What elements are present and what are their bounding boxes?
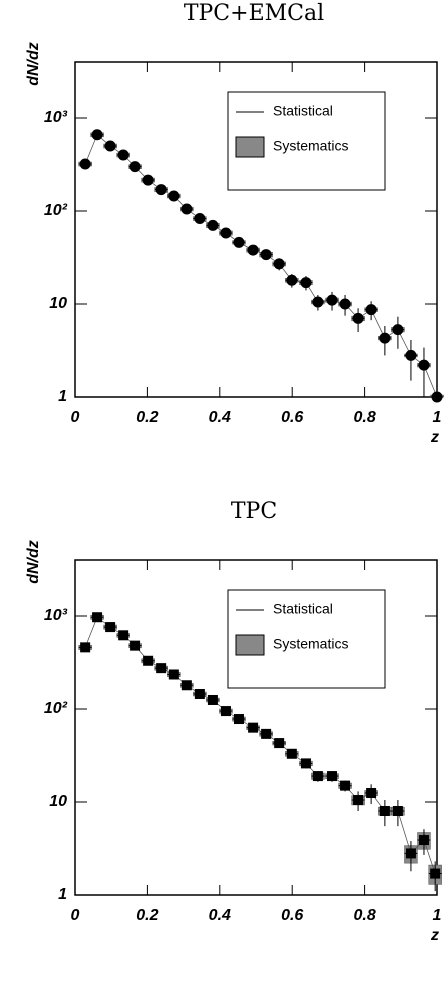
marker [155,184,167,196]
marker [430,868,441,879]
y-tick-label: 10³ [44,607,68,624]
marker [142,174,154,186]
x-tick-label: 0.2 [136,409,158,426]
x-tick-label: 0.8 [353,409,375,426]
marker [392,806,403,817]
marker [418,835,429,846]
x-tick-label: 0.4 [209,409,231,426]
x-tick-label: 0 [71,907,80,924]
marker [379,806,390,817]
marker [130,640,141,651]
marker [168,669,179,680]
marker [80,642,91,653]
marker [194,688,205,699]
marker [312,296,324,308]
marker [326,294,338,306]
legend-label: Systematics [273,636,348,652]
marker [194,213,206,225]
x-tick-label: 1 [433,907,442,924]
y-tick-label: 10 [49,793,67,810]
marker [233,236,245,248]
y-tick-label: 10² [44,202,68,219]
marker [261,728,272,739]
marker [365,304,377,316]
marker [168,190,180,202]
y-axis-label: dN/dz [25,540,42,584]
y-tick-label: 1 [58,388,67,405]
x-tick-label: 0.2 [136,907,158,924]
marker [273,258,285,270]
marker [418,359,430,371]
plot-frame [74,559,438,896]
marker [207,694,218,705]
marker [181,680,192,691]
x-tick-label: 0.6 [281,409,303,426]
chart-title: TPC [231,499,277,524]
marker [248,722,259,733]
marker [104,140,116,152]
plot-frame [74,61,438,398]
marker [220,706,231,717]
marker [286,748,297,759]
marker [405,848,416,859]
marker [92,612,103,623]
marker [327,771,338,782]
legend-label: Statistical [273,601,333,617]
marker [247,244,259,256]
y-tick-label: 1 [58,886,67,903]
data-line [84,616,436,874]
legend-label: Statistical [273,103,333,119]
data-line [84,134,438,398]
marker [156,663,167,674]
marker [79,158,91,170]
y-tick-label: 10³ [44,109,68,126]
marker [340,780,351,791]
marker [105,622,116,633]
marker [312,771,323,782]
marker [392,324,404,336]
marker [207,219,219,231]
marker [339,298,351,310]
legend-swatch [235,634,265,656]
marker [405,349,417,361]
marker [233,714,244,725]
x-tick-label: 0.8 [353,907,375,924]
marker [366,787,377,798]
marker [300,758,311,769]
x-axis-label: z [430,429,439,446]
x-axis-label: z [430,927,439,944]
y-axis-label: dN/dz [25,42,42,86]
x-tick-label: 0 [71,409,80,426]
chart-title: TPC+EMCal [184,1,324,26]
y-tick-label: 10 [49,295,67,312]
marker [181,203,193,215]
x-tick-label: 0.4 [209,907,231,924]
x-tick-label: 0.6 [281,907,303,924]
marker [286,274,298,286]
marker [352,312,364,324]
y-tick-label: 10² [44,700,68,717]
marker [260,249,272,261]
marker [143,655,154,666]
marker [129,161,141,173]
x-tick-label: 1 [433,409,442,426]
marker [300,277,312,289]
marker [379,332,391,344]
marker [220,227,232,239]
marker [274,738,285,749]
marker [91,129,103,141]
marker [117,149,129,161]
legend-swatch [235,136,265,158]
marker [353,795,364,806]
marker [118,630,129,641]
legend-label: Systematics [273,138,348,154]
marker [431,391,443,403]
